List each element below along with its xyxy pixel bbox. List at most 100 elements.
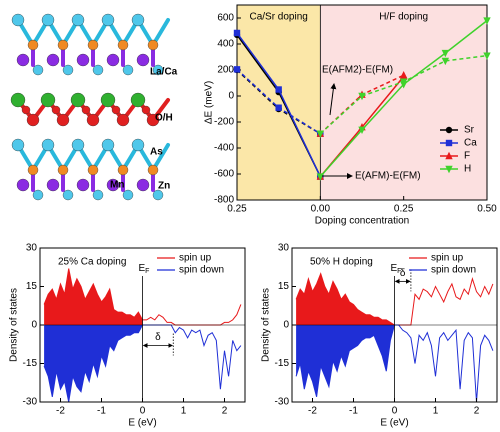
legend-marker <box>445 139 453 147</box>
atom <box>147 39 159 51</box>
atom <box>56 113 70 127</box>
atom <box>87 39 99 51</box>
atom <box>152 64 164 76</box>
fermi-label-sub: F <box>145 268 149 275</box>
atom <box>116 113 130 127</box>
atom <box>136 178 150 192</box>
atom <box>71 13 85 27</box>
dos-fill <box>296 325 395 397</box>
atom <box>147 164 159 176</box>
atom <box>10 92 26 108</box>
y-tick-label: -15 <box>275 358 290 369</box>
atom <box>117 39 129 51</box>
atom <box>46 178 60 192</box>
marker <box>358 92 366 101</box>
atom <box>131 13 145 27</box>
y-tick-label: 0 <box>283 320 289 331</box>
annotation: E(AFM2)-E(FM) <box>322 65 393 76</box>
atom <box>106 53 120 67</box>
atom <box>131 138 145 152</box>
x-tick-label: 0.25 <box>227 204 247 215</box>
x-axis-label: E (eV) <box>380 418 408 429</box>
marker <box>358 126 366 134</box>
y-tick-label: 15 <box>278 281 290 292</box>
y-tick-label: 600 <box>217 13 234 24</box>
x-tick-label: 1 <box>433 406 439 417</box>
atom <box>62 64 74 76</box>
atom <box>87 164 99 176</box>
y-tick-label: -600 <box>214 169 234 180</box>
atom <box>11 13 25 27</box>
atom <box>81 105 91 115</box>
atom <box>152 189 164 201</box>
x-axis-label: E (eV) <box>128 418 156 429</box>
y-axis-label: Density of states <box>9 288 20 362</box>
y-axis-label: Density of states <box>261 288 272 362</box>
legend-marker <box>445 126 453 134</box>
legend-marker <box>445 165 453 174</box>
legend-label: Sr <box>464 125 475 136</box>
y-tick-label: -200 <box>214 117 234 128</box>
marker <box>233 66 241 73</box>
atom <box>16 178 30 192</box>
legend-label: spin up <box>431 253 464 264</box>
atom <box>122 189 134 201</box>
atom-label: Mn <box>110 180 124 191</box>
gap-label: δ <box>155 332 161 343</box>
x-tick-label: 0.25 <box>394 204 414 215</box>
atom <box>136 53 150 67</box>
atom <box>27 164 39 176</box>
atom <box>51 105 61 115</box>
y-tick-label: 0 <box>228 91 234 102</box>
fermi-label-main: E <box>391 263 398 274</box>
y-tick-label: -400 <box>214 143 234 154</box>
plot-frame <box>236 4 488 201</box>
atom <box>100 92 116 108</box>
atom <box>130 92 146 108</box>
gap-label: δ <box>400 268 406 279</box>
legend-label: Ca <box>464 138 477 149</box>
y-tick-label: 400 <box>217 39 234 50</box>
atom <box>111 105 121 115</box>
marker <box>399 78 408 86</box>
atom <box>70 92 86 108</box>
y-tick-label: -800 <box>214 195 234 206</box>
dos-fill <box>296 273 395 325</box>
atom <box>92 64 104 76</box>
legend-label: F <box>464 151 470 162</box>
atom <box>106 178 120 192</box>
y-tick-label: 0 <box>31 320 37 331</box>
legend-label: spin up <box>179 253 212 264</box>
atom <box>40 92 56 108</box>
marker <box>316 130 325 138</box>
marker <box>441 57 450 66</box>
atom <box>76 53 90 67</box>
x-tick-label: 1 <box>181 406 187 417</box>
fermi-label-sub: F <box>397 268 401 275</box>
x-tick-label: 0 <box>140 406 146 417</box>
atom <box>141 105 151 115</box>
panel-title: 25% Ca doping <box>58 257 126 268</box>
y-tick-label: 30 <box>26 243 38 254</box>
atom <box>41 13 55 27</box>
legend-label: H <box>464 164 471 175</box>
atom <box>11 138 25 152</box>
marker <box>316 173 325 181</box>
fermi-label: EF <box>139 263 150 275</box>
marker <box>233 29 241 37</box>
atom-label: As <box>150 147 163 158</box>
atom <box>57 164 69 176</box>
atom <box>76 178 90 192</box>
y-tick-label: -30 <box>275 397 290 408</box>
y-tick-label: 200 <box>217 65 234 76</box>
region <box>237 5 321 200</box>
fermi-label-main: E <box>139 263 146 274</box>
region-label: Ca/Sr doping <box>249 12 307 23</box>
x-tick-label: 0 <box>392 406 398 417</box>
x-tick-label: 2 <box>222 406 228 417</box>
atom <box>122 64 134 76</box>
region-label: H/F doping <box>379 12 428 23</box>
atom <box>21 105 31 115</box>
atom <box>62 189 74 201</box>
